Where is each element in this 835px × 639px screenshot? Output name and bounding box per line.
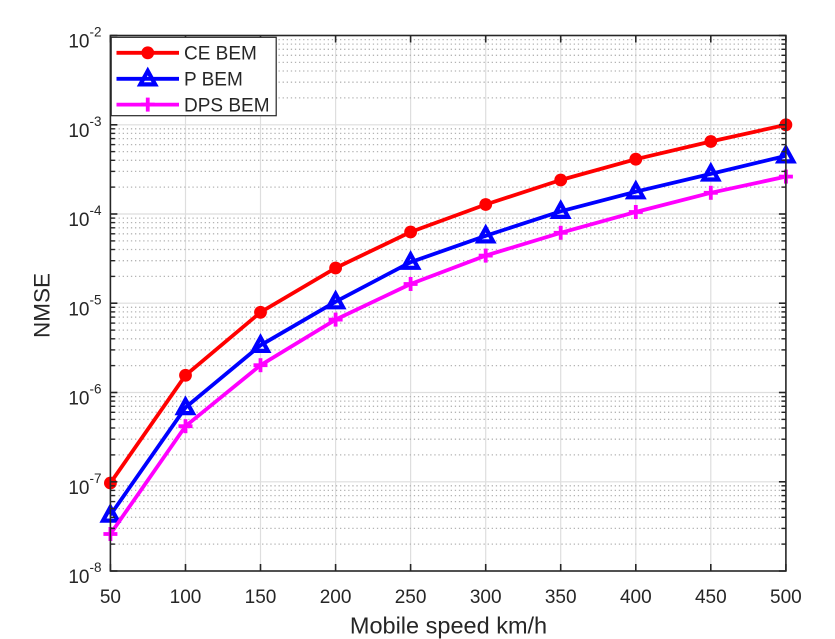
svg-text:NMSE: NMSE bbox=[30, 273, 55, 338]
svg-text:10-2: 10-2 bbox=[68, 25, 101, 53]
svg-text:10-4: 10-4 bbox=[68, 203, 102, 231]
svg-text:10-7: 10-7 bbox=[68, 471, 101, 499]
svg-text:P BEM: P BEM bbox=[184, 70, 243, 91]
svg-text:200: 200 bbox=[320, 587, 352, 608]
svg-text:10-3: 10-3 bbox=[68, 114, 101, 142]
svg-text:450: 450 bbox=[695, 587, 727, 608]
svg-text:Mobile speed km/h: Mobile speed km/h bbox=[350, 613, 547, 639]
svg-text:10-5: 10-5 bbox=[68, 292, 101, 320]
svg-text:CE BEM: CE BEM bbox=[184, 44, 257, 65]
svg-text:50: 50 bbox=[100, 587, 121, 608]
svg-text:400: 400 bbox=[620, 587, 652, 608]
svg-text:10-8: 10-8 bbox=[68, 560, 101, 588]
svg-text:350: 350 bbox=[545, 587, 577, 608]
svg-text:100: 100 bbox=[170, 587, 202, 608]
svg-text:10-6: 10-6 bbox=[68, 382, 101, 410]
svg-text:300: 300 bbox=[470, 587, 502, 608]
svg-text:DPS BEM: DPS BEM bbox=[184, 95, 270, 116]
svg-text:500: 500 bbox=[770, 587, 802, 608]
svg-text:250: 250 bbox=[395, 587, 427, 608]
svg-text:150: 150 bbox=[245, 587, 277, 608]
